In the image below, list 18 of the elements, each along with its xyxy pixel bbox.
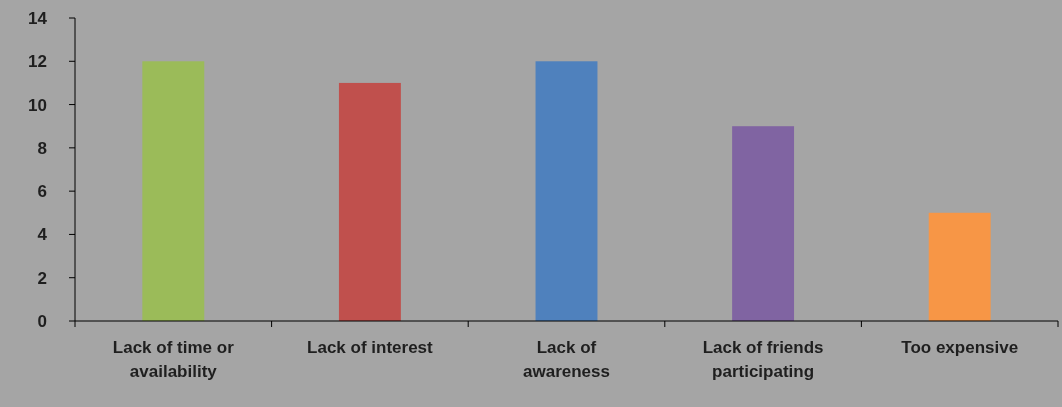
bar [535, 61, 598, 321]
y-tick-label: 8 [37, 138, 47, 158]
y-tick-label: 0 [37, 311, 47, 331]
x-tick-label: Too expensive [901, 338, 1019, 357]
x-tick-label: Lack of friends participating [702, 338, 824, 381]
y-tick-label: 12 [28, 52, 47, 72]
x-tick-label: Lack of interest [307, 338, 434, 357]
x-tick-label: Lack of time or availability [112, 338, 235, 381]
y-tick-label: 2 [37, 268, 47, 288]
y-tick-label: 10 [28, 95, 47, 115]
bar [732, 126, 795, 321]
bar [338, 82, 401, 321]
bar [142, 61, 205, 321]
x-tick-label: Lack of awareness [523, 338, 610, 381]
y-tick-label: 14 [28, 8, 48, 28]
y-tick-label: 4 [37, 225, 48, 245]
bar [928, 212, 991, 321]
y-tick-label: 6 [37, 182, 47, 202]
